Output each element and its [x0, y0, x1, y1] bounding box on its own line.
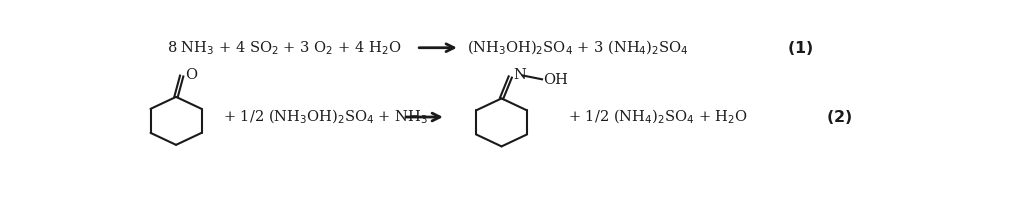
Text: $\bf{(1)}$: $\bf{(1)}$: [786, 39, 813, 57]
Text: 8 NH$_3$ + 4 SO$_2$ + 3 O$_2$ + 4 H$_2$O: 8 NH$_3$ + 4 SO$_2$ + 3 O$_2$ + 4 H$_2$O: [167, 39, 401, 56]
Text: $\bf{(2)}$: $\bf{(2)}$: [825, 108, 852, 126]
Text: OH: OH: [543, 73, 567, 87]
Text: + 1/2 (NH$_3$OH)$_2$SO$_4$ + NH$_3$: + 1/2 (NH$_3$OH)$_2$SO$_4$ + NH$_3$: [222, 108, 428, 126]
Text: + 1/2 (NH$_4$)$_2$SO$_4$ + H$_2$O: + 1/2 (NH$_4$)$_2$SO$_4$ + H$_2$O: [568, 108, 749, 126]
Text: O: O: [184, 68, 197, 82]
Text: N: N: [513, 68, 526, 82]
Text: (NH$_3$OH)$_2$SO$_4$ + 3 (NH$_4$)$_2$SO$_4$: (NH$_3$OH)$_2$SO$_4$ + 3 (NH$_4$)$_2$SO$…: [467, 39, 689, 57]
